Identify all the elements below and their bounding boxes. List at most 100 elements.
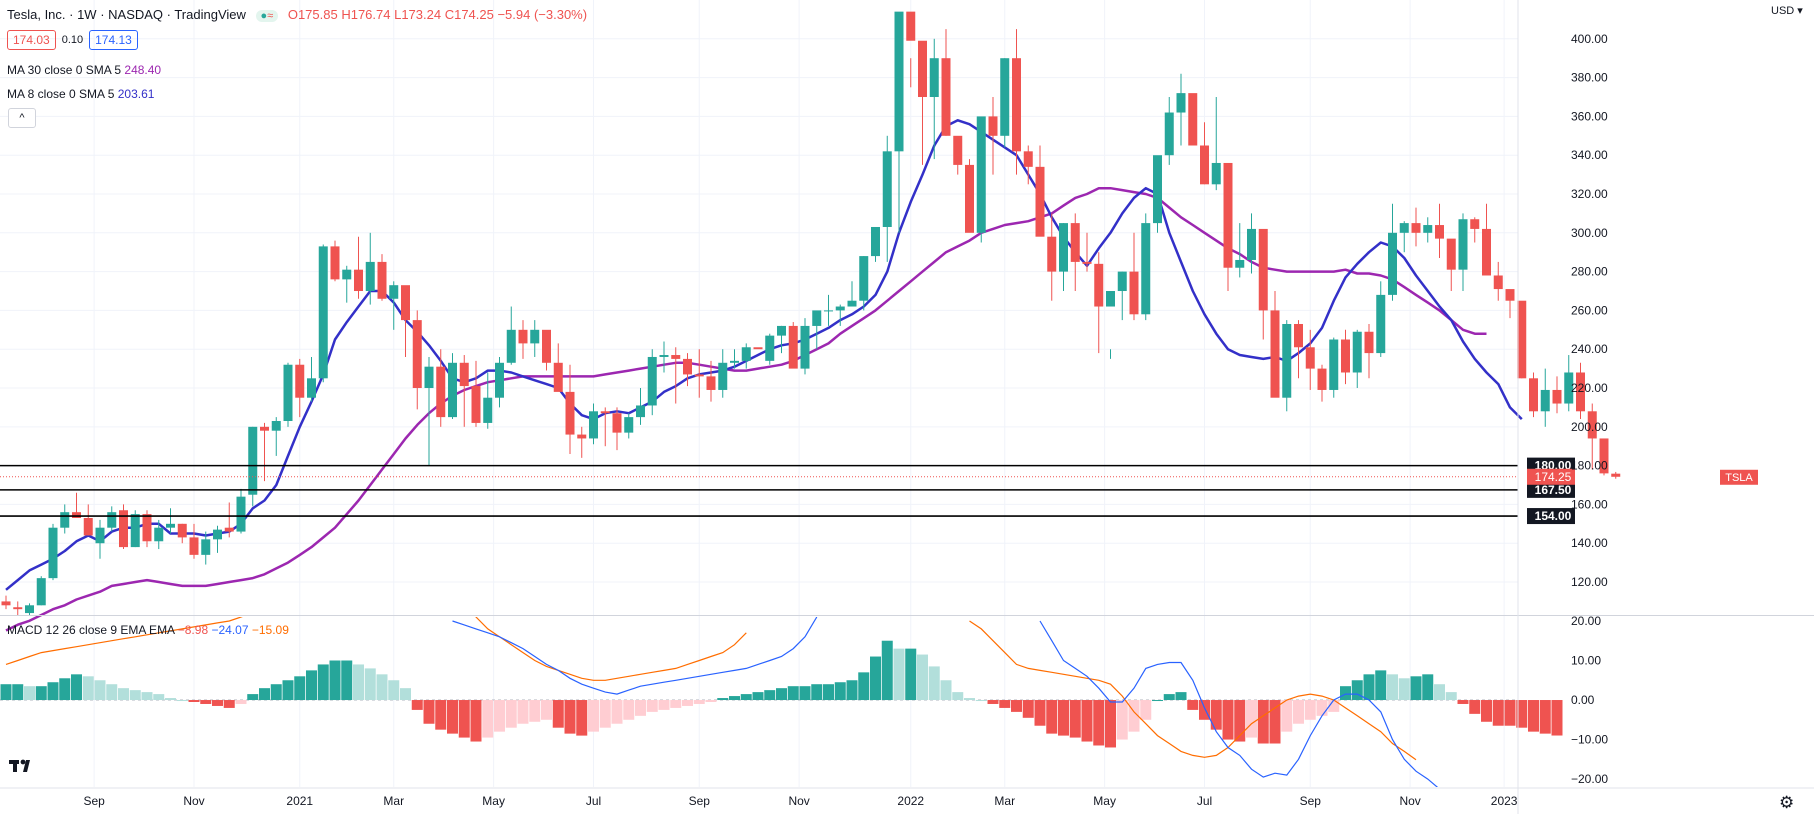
candle-body [624,417,634,433]
macd-tick-label: −20.00 [1571,772,1608,786]
macd-histogram-bar [834,682,846,701]
candle-body [612,413,622,433]
candle-body [518,329,528,344]
settings-gear-icon[interactable]: ⚙ [1779,793,1795,812]
tradingview-logo-icon[interactable] [8,754,38,778]
buy-price-button[interactable]: 174.13 [89,30,138,50]
macd-histogram-bar [1093,700,1105,746]
candle-body [154,527,164,542]
candle [1599,438,1609,476]
macd-histogram-bar [71,674,82,701]
collapse-legend-button[interactable]: ^ [8,108,36,128]
macd-histogram-bar [1445,692,1457,701]
candle-body [1200,145,1209,185]
candle-body [224,527,234,532]
macd-histogram-bar [658,700,670,710]
candle [365,232,375,305]
candle-body [1388,232,1397,295]
candle [1446,238,1456,292]
candle-body [847,300,857,307]
macd-histogram-bar [165,698,176,701]
candle [495,356,504,408]
level-price-tag [1527,508,1575,525]
candle [1552,376,1562,414]
sell-price-button[interactable]: 174.03 [7,30,56,50]
macd-histogram-bar [435,700,447,730]
candle-body [36,578,46,606]
candle [1423,217,1433,243]
last-price-label: 174.25 [1535,470,1572,484]
macd-hist-value: −8.98 [177,623,209,637]
candle-body [506,329,516,363]
candle [1211,97,1221,191]
ma8-legend[interactable]: MA 8 close 0 SMA 5 203.61 [7,87,154,101]
candle [659,341,669,373]
level-price-label: 167.50 [1535,483,1572,497]
candle [412,310,422,410]
macd-tick-label: 20.00 [1571,614,1601,628]
candle-body [929,58,939,98]
macd-histogram-bar [282,680,294,701]
macd-histogram-bar [975,700,987,702]
candle-body [1035,166,1045,237]
macd-legend[interactable]: MACD 12 26 close 9 EMA EMA −8.98 −24.07 … [7,623,289,637]
last-price-tag [1527,468,1575,485]
candle-body [213,529,222,540]
candle [894,11,904,233]
time-axis-label: Jul [1197,794,1212,808]
macd-histogram-bar [376,674,388,701]
candle-body [201,539,211,555]
candle [1564,355,1574,412]
macd-histogram-bar [1375,670,1387,701]
candle-body [1458,219,1468,270]
symbol-tag-label: TSLA [1725,472,1753,484]
candle-body [976,116,986,233]
candle [506,306,516,365]
candle [542,329,551,371]
candle [201,531,211,565]
symbol-title[interactable]: Tesla, Inc. · 1W · NASDAQ · TradingView [7,7,246,22]
macd-histogram-bar [682,700,693,706]
macd-histogram-bar [1140,700,1152,720]
candle-body [48,527,58,579]
candle [706,360,716,402]
macd-histogram-bar [212,700,223,706]
macd-histogram-bar [0,684,12,701]
macd-histogram-bar [482,700,494,738]
candle [224,502,234,538]
candle-body [1,601,11,606]
macd-histogram-bar [1516,700,1528,728]
candle-body [812,310,822,326]
macd-histogram-bar [952,692,964,701]
macd-histogram-bar [1281,700,1293,732]
macd-histogram-bar [905,648,917,701]
candle-body [542,329,551,363]
candle-body [260,426,269,431]
candle [1399,221,1409,253]
candle [1200,122,1209,185]
candle-body [365,261,375,292]
candle [1129,232,1139,321]
candle-body [1211,162,1221,185]
price-tick-label: 200.00 [1571,420,1608,434]
candle [36,576,46,606]
candle [271,417,281,456]
candle [1258,228,1268,340]
price-tick-label: 340.00 [1571,148,1608,162]
candle-body [871,226,880,257]
ma30-legend[interactable]: MA 30 close 0 SMA 5 248.40 [7,63,161,77]
candle [1270,291,1280,398]
macd-line [452,617,1439,787]
macd-histogram-bar [529,700,541,722]
candle [83,504,93,536]
macd-histogram-bar [717,698,729,701]
chart-legend-title-row: Tesla, Inc. · 1W · NASDAQ · TradingView … [7,7,587,22]
candle [1493,261,1503,301]
candle [1117,271,1127,321]
candle-body [1529,378,1538,412]
candle-body [95,527,105,544]
candle [1082,232,1092,272]
candle-body [283,364,293,421]
